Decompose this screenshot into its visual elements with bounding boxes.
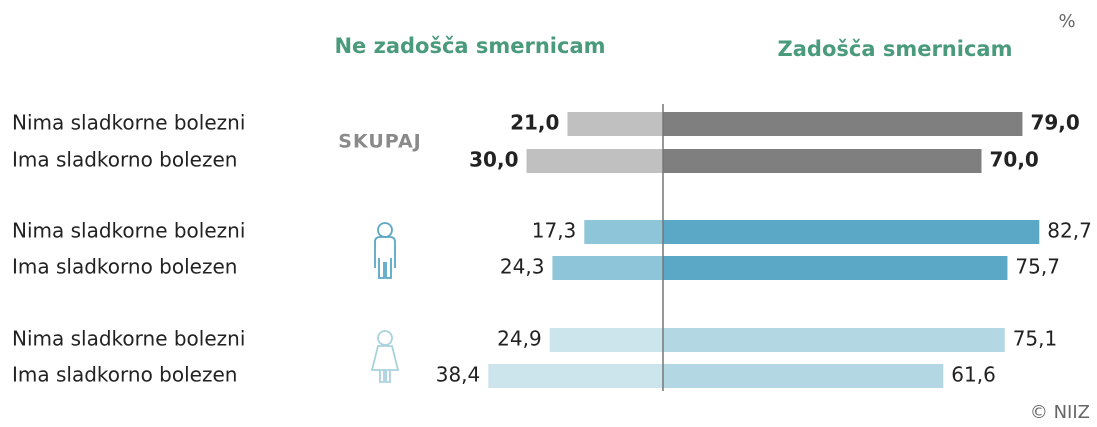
value-label: 38,4 xyxy=(436,363,481,387)
group-label: SKUPAJ xyxy=(338,131,421,153)
value-label: 30,0 xyxy=(469,148,518,172)
category-label: Nima sladkorne bolezni xyxy=(12,111,245,135)
bar-left xyxy=(567,112,663,136)
value-label: 24,3 xyxy=(500,255,545,279)
value-label: 82,7 xyxy=(1047,219,1092,243)
value-label: 24,9 xyxy=(497,327,542,351)
value-label: 61,6 xyxy=(951,363,996,387)
category-label: Nima sladkorne bolezni xyxy=(12,219,245,243)
value-label: 70,0 xyxy=(990,148,1039,172)
bar-right xyxy=(663,364,944,388)
bar-left xyxy=(488,364,663,388)
left-title: Ne zadošča smernicam xyxy=(334,34,605,58)
category-label: Nima sladkorne bolezni xyxy=(12,327,245,351)
value-label: 75,7 xyxy=(1015,255,1060,279)
value-label: 21,0 xyxy=(510,111,559,135)
unit-label: % xyxy=(1058,11,1075,32)
bar-left xyxy=(552,256,663,280)
female-icon xyxy=(370,330,400,383)
value-label: 75,1 xyxy=(1013,327,1058,351)
category-label: Ima sladkorno bolezen xyxy=(12,255,237,279)
bar-right xyxy=(663,256,1008,280)
value-label: 79,0 xyxy=(1030,111,1079,135)
bar-right xyxy=(663,149,982,173)
bar-left xyxy=(584,220,663,244)
category-label: Ima sladkorno bolezen xyxy=(12,363,237,387)
bar-right xyxy=(663,112,1023,136)
bar-right xyxy=(663,220,1040,244)
bar-left xyxy=(549,328,663,352)
male-icon xyxy=(374,222,396,279)
source: © NIIZ xyxy=(1030,402,1090,423)
bar-left xyxy=(526,149,663,173)
bar-right xyxy=(663,328,1005,352)
category-label: Ima sladkorno bolezen xyxy=(12,148,237,172)
right-title: Zadošča smernicam xyxy=(778,37,1013,61)
value-label: 17,3 xyxy=(532,219,577,243)
